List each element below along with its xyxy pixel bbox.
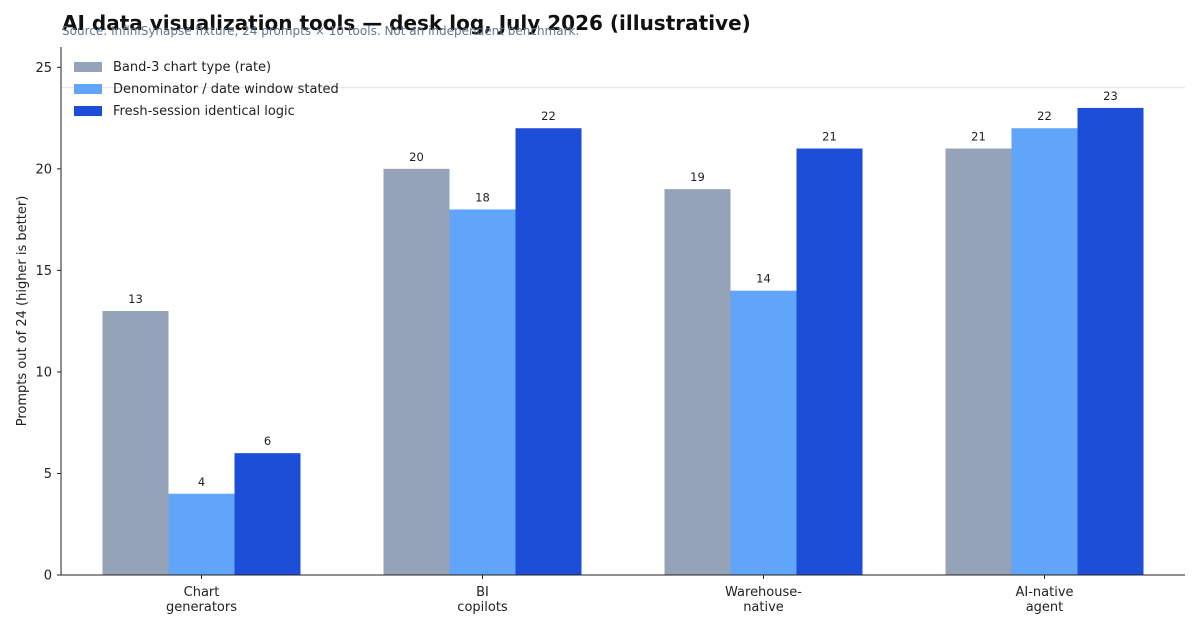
legend-label-band3: Band-3 chart type (rate) (113, 59, 272, 75)
data-label: 20 (409, 150, 424, 164)
bar (383, 168, 450, 575)
x-tick-label: AI-native (1015, 585, 1073, 600)
y-tick-label: 0 (44, 569, 52, 584)
data-label: 22 (1037, 109, 1052, 123)
chart-title: AI data visualization tools — desk log, … (62, 11, 751, 35)
data-label: 22 (541, 109, 556, 123)
data-label: 21 (971, 130, 986, 144)
x-tick-label: copilots (457, 600, 508, 615)
legend-swatch-fresh-session (74, 106, 102, 116)
bar (449, 209, 516, 575)
y-tick-label: 10 (35, 365, 52, 380)
bar (730, 290, 797, 575)
bar (945, 148, 1012, 576)
bar (515, 128, 582, 575)
legend-swatch-band3 (74, 62, 102, 72)
x-tick-label: BI (476, 585, 489, 600)
y-tick-label: 15 (35, 264, 52, 279)
legend-item-fresh-session: Fresh-session identical logic (74, 100, 339, 122)
legend-swatch-denominator (74, 84, 102, 94)
data-label: 21 (822, 130, 837, 144)
y-tick-label: 5 (44, 467, 52, 482)
legend-item-denominator: Denominator / date window stated (74, 78, 339, 100)
x-tick-label: Warehouse- (725, 585, 802, 600)
data-label: 18 (475, 190, 490, 204)
bar (234, 453, 301, 575)
data-label: 13 (128, 292, 143, 306)
x-tick-label: Chart (184, 585, 220, 600)
bar (102, 311, 169, 575)
chart-subtitle: Source: InfiniSynapse fixture, 24 prompt… (62, 24, 580, 38)
data-label: 19 (690, 170, 705, 184)
bar (1077, 107, 1144, 575)
data-label: 6 (264, 434, 271, 448)
x-tick-label: generators (166, 600, 237, 615)
chart-legend: Band-3 chart type (rate) Denominator / d… (74, 56, 339, 122)
data-label: 23 (1103, 89, 1118, 103)
x-tick-label: agent (1026, 600, 1064, 615)
x-tick-label: native (743, 600, 784, 615)
bar (796, 148, 863, 576)
y-tick-label: 25 (35, 61, 52, 76)
legend-label-denominator: Denominator / date window stated (113, 81, 339, 97)
legend-item-band3: Band-3 chart type (rate) (74, 56, 339, 78)
y-axis-label: Prompts out of 24 (higher is better) (15, 196, 30, 427)
y-tick-label: 20 (35, 162, 52, 177)
data-label: 14 (756, 272, 771, 286)
bar (168, 493, 235, 575)
data-label: 4 (198, 475, 205, 489)
bar (664, 189, 731, 575)
bar (1011, 128, 1078, 575)
legend-label-fresh-session: Fresh-session identical logic (113, 103, 295, 119)
